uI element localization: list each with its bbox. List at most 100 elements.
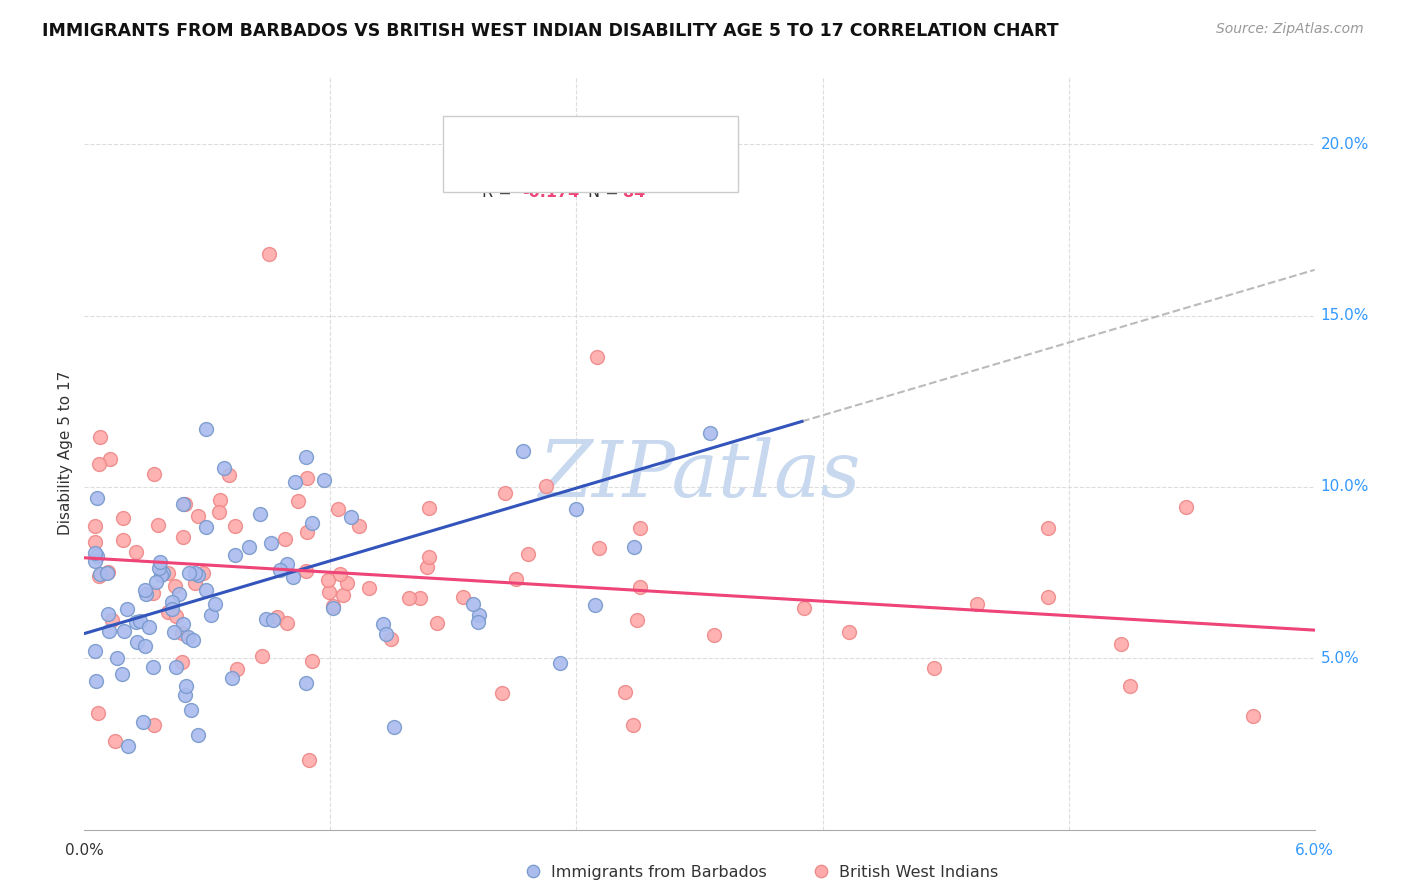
Point xyxy=(170,656,193,670)
Point xyxy=(628,580,651,594)
Point xyxy=(565,502,588,516)
Text: R =: R = xyxy=(482,136,517,151)
Text: N =: N = xyxy=(578,136,624,151)
Point xyxy=(224,519,246,533)
Point xyxy=(1036,521,1059,535)
Point xyxy=(418,549,440,564)
Point xyxy=(97,566,120,580)
Text: IMMIGRANTS FROM BARBADOS VS BRITISH WEST INDIAN DISABILITY AGE 5 TO 17 CORRELATI: IMMIGRANTS FROM BARBADOS VS BRITISH WEST… xyxy=(42,22,1059,40)
Point xyxy=(127,634,149,648)
Point xyxy=(174,688,197,702)
Point xyxy=(98,451,121,466)
Point xyxy=(583,598,606,612)
Point xyxy=(301,516,323,530)
Point xyxy=(249,508,271,522)
Point xyxy=(276,557,298,571)
Text: 5.0%: 5.0% xyxy=(1320,651,1360,665)
Point xyxy=(1175,500,1198,514)
Point xyxy=(165,659,187,673)
Point xyxy=(505,572,527,586)
Text: Source: ZipAtlas.com: Source: ZipAtlas.com xyxy=(1216,22,1364,37)
Point xyxy=(183,632,205,647)
Point xyxy=(142,660,165,674)
Point xyxy=(142,467,165,481)
Point xyxy=(176,679,198,693)
Point xyxy=(141,586,163,600)
Point xyxy=(83,554,105,568)
Point xyxy=(172,625,194,640)
Point xyxy=(148,561,170,575)
Point xyxy=(522,863,544,878)
Point xyxy=(260,536,283,550)
Point xyxy=(1036,590,1059,604)
Point xyxy=(838,625,860,640)
Point xyxy=(112,533,135,547)
Point xyxy=(143,717,166,731)
Point xyxy=(810,863,832,878)
Text: 10.0%: 10.0% xyxy=(1320,480,1369,494)
Point xyxy=(295,524,318,539)
Point xyxy=(467,615,489,629)
Point xyxy=(86,549,108,563)
Point xyxy=(329,567,352,582)
Text: 0.255: 0.255 xyxy=(522,136,572,151)
Point xyxy=(111,666,134,681)
Point xyxy=(179,566,201,581)
Point xyxy=(262,613,284,627)
Point xyxy=(162,602,184,616)
Point xyxy=(138,620,160,634)
Point xyxy=(212,461,235,475)
Point xyxy=(97,607,120,622)
Point xyxy=(1111,637,1133,651)
Point xyxy=(287,494,309,508)
Point xyxy=(534,479,557,493)
Point xyxy=(221,671,243,685)
Point xyxy=(194,422,217,436)
Point xyxy=(491,686,513,700)
Point xyxy=(461,597,484,611)
Text: 0.0%: 0.0% xyxy=(65,843,104,858)
Point xyxy=(187,568,209,582)
Point xyxy=(426,615,449,630)
Point xyxy=(467,608,489,623)
Point xyxy=(172,530,194,544)
Point xyxy=(409,591,432,606)
Point xyxy=(328,502,350,516)
Point xyxy=(512,443,534,458)
Point xyxy=(146,518,169,533)
Point xyxy=(104,734,127,748)
Point xyxy=(316,574,339,588)
Point xyxy=(626,613,648,627)
Point xyxy=(149,555,172,569)
Point xyxy=(112,624,135,638)
Text: 82: 82 xyxy=(623,136,645,151)
Point xyxy=(250,648,273,663)
Point xyxy=(276,615,298,630)
Point xyxy=(451,163,474,178)
Point xyxy=(87,457,110,471)
Point xyxy=(149,568,172,582)
Point xyxy=(100,613,122,627)
Point xyxy=(124,615,146,629)
Text: Immigrants from Barbados: Immigrants from Barbados xyxy=(551,865,766,880)
Point xyxy=(172,497,194,511)
Point xyxy=(135,587,157,601)
Point xyxy=(89,429,111,443)
Point xyxy=(297,471,319,485)
Point xyxy=(254,612,277,626)
Point xyxy=(89,569,111,583)
Point xyxy=(226,662,249,676)
Point xyxy=(174,498,197,512)
Point xyxy=(184,566,207,580)
Point xyxy=(623,541,645,555)
Point xyxy=(209,492,232,507)
Point xyxy=(200,608,222,623)
Point xyxy=(195,520,218,534)
Point xyxy=(238,540,260,554)
Text: 15.0%: 15.0% xyxy=(1320,308,1369,323)
Point xyxy=(398,591,420,606)
Point xyxy=(124,545,146,559)
Point xyxy=(129,615,152,629)
Point xyxy=(86,706,108,720)
Point xyxy=(83,644,105,658)
